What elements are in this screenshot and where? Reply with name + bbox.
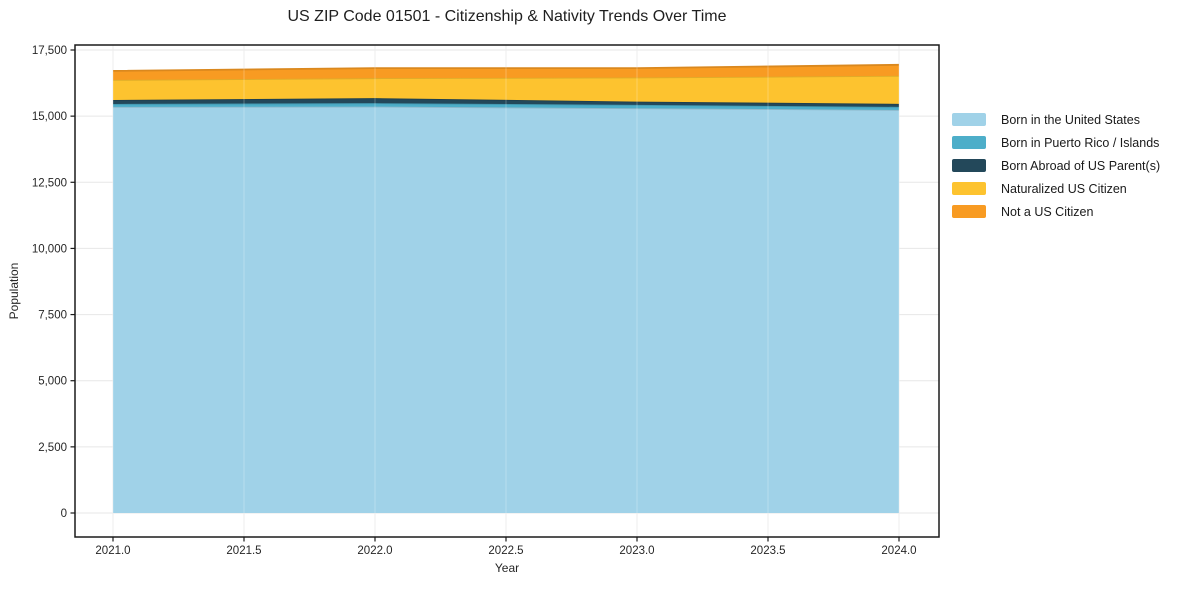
y-tick-label: 17,500 (32, 45, 67, 57)
legend-swatch-icon (952, 182, 986, 195)
legend-label: Born in the United States (1001, 112, 1140, 127)
y-tick-label: 2,500 (38, 442, 67, 454)
legend-item: Born Abroad of US Parent(s) (952, 154, 1160, 177)
area-band-3 (113, 75, 899, 104)
y-tick-label: 12,500 (32, 177, 67, 189)
x-tick-label: 2022.5 (488, 545, 523, 557)
x-axis-title: Year (494, 561, 520, 575)
x-tick-label: 2021.5 (226, 545, 261, 557)
x-tick-label: 2022.0 (357, 545, 392, 557)
legend-swatch-icon (952, 113, 986, 126)
legend-item: Not a US Citizen (952, 200, 1160, 223)
legend-swatch-icon (952, 159, 986, 172)
legend-label: Naturalized US Citizen (1001, 181, 1127, 196)
y-tick-label: 15,000 (32, 111, 67, 123)
x-tick-label: 2024.0 (881, 545, 916, 557)
plot-border (74, 44, 940, 538)
y-tick-label: 0 (61, 508, 67, 520)
legend-item: Naturalized US Citizen (952, 177, 1160, 200)
area-band-2 (113, 98, 899, 107)
legend: Born in the United States Born in Puerto… (952, 108, 1160, 223)
legend-swatch-icon (952, 136, 986, 149)
x-tick-label: 2023.5 (750, 545, 785, 557)
area-band-4 (113, 64, 899, 80)
legend-label: Born Abroad of US Parent(s) (1001, 158, 1161, 173)
y-axis-title: Population (7, 262, 21, 320)
y-tick-label: 10,000 (32, 243, 67, 255)
area-band-0 (113, 106, 899, 513)
y-tick-label: 7,500 (38, 310, 67, 322)
legend-swatch-icon (952, 205, 986, 218)
x-tick-label: 2021.0 (95, 545, 130, 557)
area-band-1 (113, 103, 899, 110)
chart-title: US ZIP Code 01501 - Citizenship & Nativi… (287, 8, 727, 25)
legend-label: Born in Puerto Rico / Islands (1001, 135, 1160, 150)
x-tick-label: 2023.0 (619, 545, 654, 557)
legend-item: Born in the United States (952, 108, 1160, 131)
area-edge-4 (112, 63, 900, 72)
legend-label: Not a US Citizen (1001, 204, 1094, 219)
y-tick-label: 5,000 (38, 376, 67, 388)
legend-item: Born in Puerto Rico / Islands (952, 131, 1160, 154)
